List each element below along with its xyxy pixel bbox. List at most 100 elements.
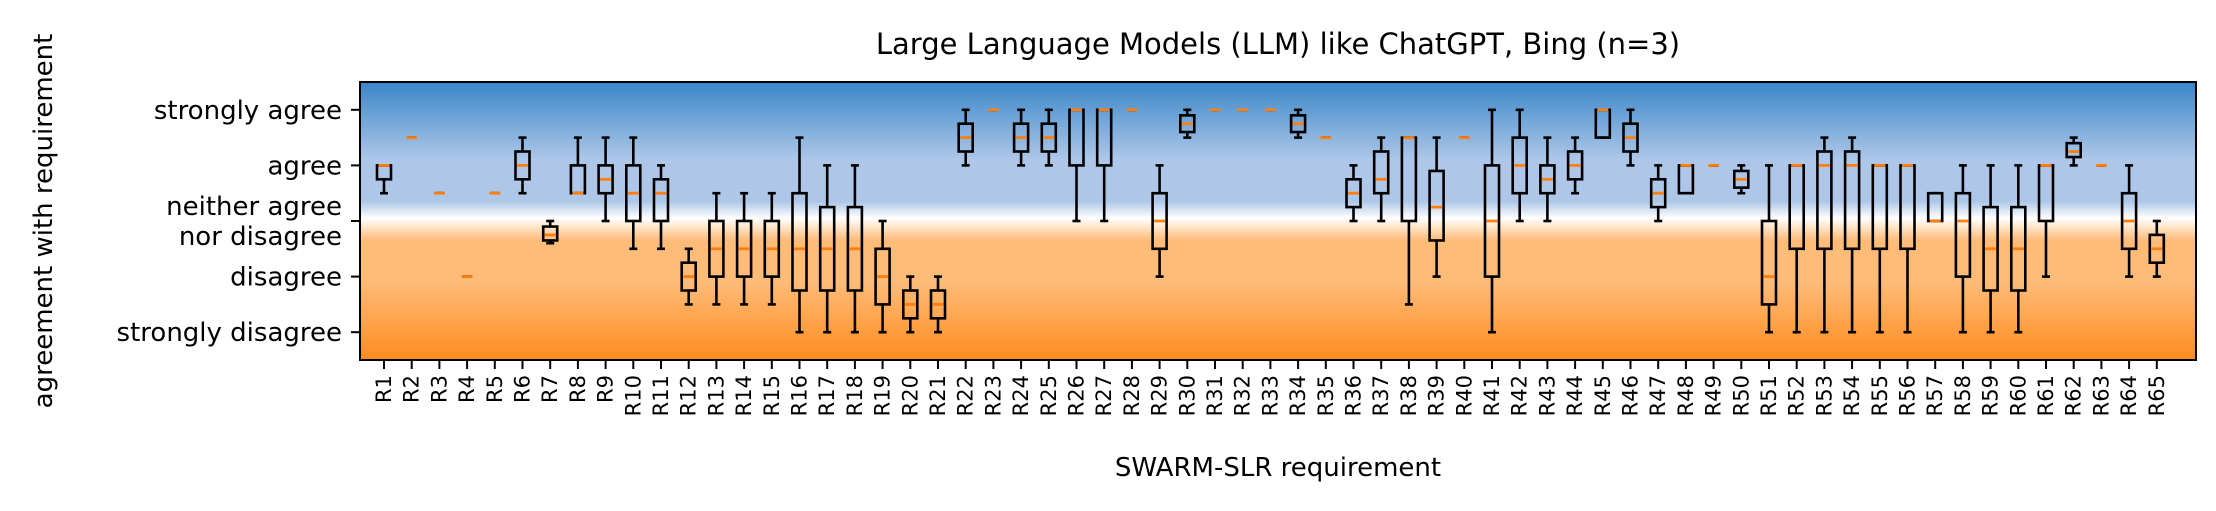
box-body <box>1816 150 1833 251</box>
box-R27 <box>1095 108 1113 223</box>
x-tick-label: R34 <box>1286 375 1310 416</box>
box-R37 <box>1372 136 1390 223</box>
box-R60 <box>2010 164 2027 334</box>
box-R51 <box>1760 164 1778 334</box>
x-tick-label: R58 <box>1951 375 1975 416</box>
box-R36 <box>1345 164 1362 223</box>
x-tick-label: R41 <box>1480 375 1504 416</box>
box-body <box>1622 122 1639 153</box>
box-R43 <box>1539 136 1556 223</box>
x-tick-label: R33 <box>1258 375 1282 416</box>
box-R17 <box>818 164 836 334</box>
x-tick-label: R9 <box>594 375 618 403</box>
box-body <box>1179 114 1196 134</box>
x-axis-label: SWARM-SLR requirement <box>1115 453 1441 483</box>
box-body <box>1539 164 1556 195</box>
box-body <box>2010 205 2027 292</box>
box-body <box>1289 114 1307 134</box>
box-R50 <box>1733 164 1750 195</box>
box-body <box>624 164 642 223</box>
box-body <box>514 150 531 181</box>
box-R1 <box>375 163 393 195</box>
box-body <box>597 164 614 195</box>
box-R18 <box>846 164 864 334</box>
x-tick-label: R28 <box>1120 375 1144 416</box>
x-tick-label: R26 <box>1065 375 1089 416</box>
box-body <box>1733 169 1750 189</box>
y-tick-label-line: nor disagree <box>179 222 342 252</box>
y-tick-label: agree <box>267 151 342 181</box>
box-R22 <box>957 108 975 167</box>
box-R19 <box>874 219 891 334</box>
x-tick-label: R51 <box>1757 375 1781 416</box>
x-tick-label: R7 <box>538 375 562 403</box>
box-R52 <box>1788 163 1805 334</box>
y-tick-label: strongly agree <box>154 96 342 126</box>
x-tick-label: R27 <box>1092 375 1116 416</box>
x-tick-label: R39 <box>1425 375 1449 416</box>
box-body <box>1954 191 1972 278</box>
box-body <box>1372 150 1390 195</box>
x-tick-label: R57 <box>1923 375 1947 416</box>
box-R57 <box>1926 191 1944 223</box>
x-tick-label: R18 <box>843 375 867 416</box>
x-tick-label: R4 <box>455 375 479 403</box>
x-tick-label: R10 <box>621 375 645 416</box>
box-body <box>1040 122 1058 153</box>
box-R6 <box>514 136 531 195</box>
box-R46 <box>1622 108 1639 167</box>
x-tick-label: R63 <box>2089 375 2113 416</box>
box-body <box>708 219 725 278</box>
y-tick-label: disagree <box>230 263 342 293</box>
box-R54 <box>1843 136 1861 334</box>
box-R65 <box>2148 219 2166 278</box>
box-R7 <box>541 219 559 245</box>
box-R10 <box>624 136 642 251</box>
box-body <box>2120 191 2138 251</box>
box-R56 <box>1899 163 1916 334</box>
box-R55 <box>1871 163 1889 334</box>
x-tick-label: R15 <box>760 375 784 416</box>
x-tick-label: R65 <box>2145 375 2169 416</box>
x-tick-label: R1 <box>372 375 396 403</box>
box-R20 <box>901 275 919 334</box>
y-tick-label-line: strongly disagree <box>117 318 342 348</box>
box-body <box>1511 136 1528 195</box>
x-tick-label: R47 <box>1646 375 1670 416</box>
y-tick-label-line: disagree <box>230 263 342 293</box>
box-body <box>1012 122 1030 153</box>
box-body <box>874 247 891 306</box>
box-R15 <box>763 191 781 306</box>
x-tick-label: R13 <box>704 375 728 416</box>
box-body <box>818 205 836 292</box>
x-tick-label: R24 <box>1009 375 1033 416</box>
y-tick-label: neither agree nor disagree <box>166 192 342 252</box>
x-tick-label: R6 <box>511 375 535 403</box>
box-R14 <box>735 191 753 306</box>
x-tick-label: R23 <box>981 375 1005 416</box>
x-tick-label: R29 <box>1148 375 1172 416</box>
box-body <box>680 261 698 292</box>
x-tick-label: R35 <box>1314 375 1338 416</box>
x-tick-label: R53 <box>1812 375 1836 416</box>
x-tick-label: R62 <box>2062 375 2086 416</box>
y-tick-label-line: neither agree <box>166 192 342 222</box>
box-body <box>1345 178 1362 209</box>
box-body <box>1843 150 1861 251</box>
x-tick-label: R50 <box>1729 375 1753 416</box>
box-R9 <box>597 136 614 223</box>
box-R25 <box>1040 108 1058 167</box>
x-tick-label: R8 <box>566 375 590 403</box>
x-tick-label: R2 <box>400 375 424 403</box>
box-R29 <box>1151 164 1168 278</box>
x-tick-label: R48 <box>1674 375 1698 416</box>
x-tick-label: R25 <box>1037 375 1061 416</box>
box-body <box>1566 150 1584 181</box>
box-body <box>541 225 559 242</box>
x-axis: R1 R2 R3 R4 R5 R6 R7 R8 R9 R10 R11 R12 R13 R14 R15 R16 R… <box>372 360 2169 416</box>
box-R12 <box>680 247 698 306</box>
x-tick-label: R56 <box>1896 375 1920 416</box>
box-body <box>1649 178 1667 209</box>
x-tick-label: R40 <box>1452 375 1476 416</box>
box-R58 <box>1954 164 1972 334</box>
